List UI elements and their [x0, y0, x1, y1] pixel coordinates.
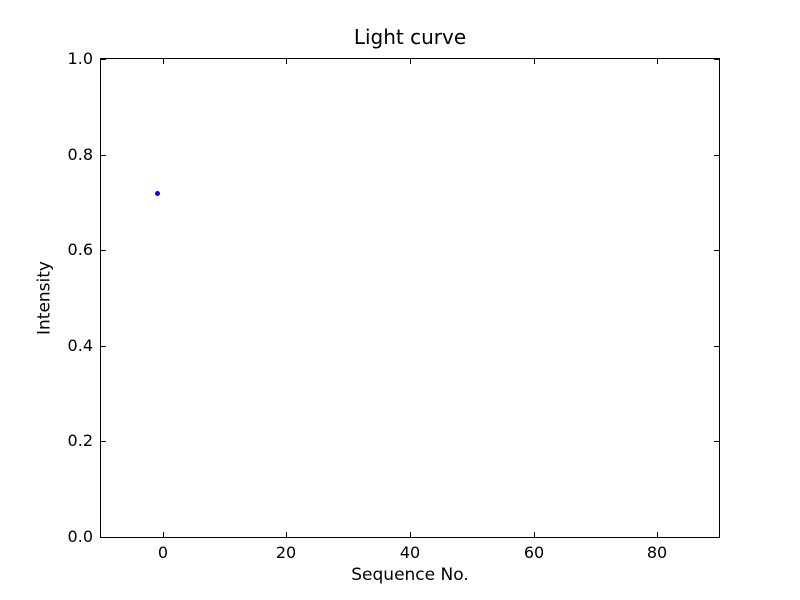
y-tick-label: 0.2 [67, 431, 93, 450]
y-tick-label: 0.8 [67, 145, 93, 164]
y-tick-mark-right [714, 250, 719, 251]
y-tick-mark [101, 59, 106, 60]
x-tick-mark [534, 532, 535, 537]
y-tick-label: 0.4 [67, 336, 93, 355]
y-tick-mark [101, 537, 106, 538]
x-tick-mark-top [657, 59, 658, 64]
x-tick-label: 60 [523, 543, 545, 562]
y-tick-label: 1.0 [67, 49, 93, 68]
data-point-marker [154, 190, 160, 196]
y-tick-mark [101, 250, 106, 251]
y-tick-mark [101, 346, 106, 347]
x-tick-mark [657, 532, 658, 537]
x-tick-mark [163, 532, 164, 537]
x-axis-label: Sequence No. [351, 565, 469, 585]
x-tick-label: 40 [399, 543, 421, 562]
y-tick-mark-right [714, 441, 719, 442]
x-tick-mark-top [163, 59, 164, 64]
y-tick-mark-right [714, 155, 719, 156]
chart-title: Light curve [353, 25, 467, 49]
x-tick-mark-top [286, 59, 287, 64]
y-axis-label: Intensity [34, 261, 55, 335]
y-tick-label: 0.0 [67, 527, 93, 546]
y-tick-mark [101, 441, 106, 442]
y-tick-mark-right [714, 346, 719, 347]
x-tick-label: 80 [646, 543, 668, 562]
y-tick-mark-right [714, 537, 719, 538]
plot-area [100, 58, 720, 538]
x-tick-label: 0 [157, 543, 169, 562]
y-tick-mark-right [714, 59, 719, 60]
x-tick-mark [410, 532, 411, 537]
x-tick-mark-top [410, 59, 411, 64]
y-tick-mark [101, 155, 106, 156]
x-tick-label: 20 [275, 543, 297, 562]
x-tick-mark-top [534, 59, 535, 64]
y-tick-label: 0.6 [67, 240, 93, 259]
x-tick-mark [286, 532, 287, 537]
